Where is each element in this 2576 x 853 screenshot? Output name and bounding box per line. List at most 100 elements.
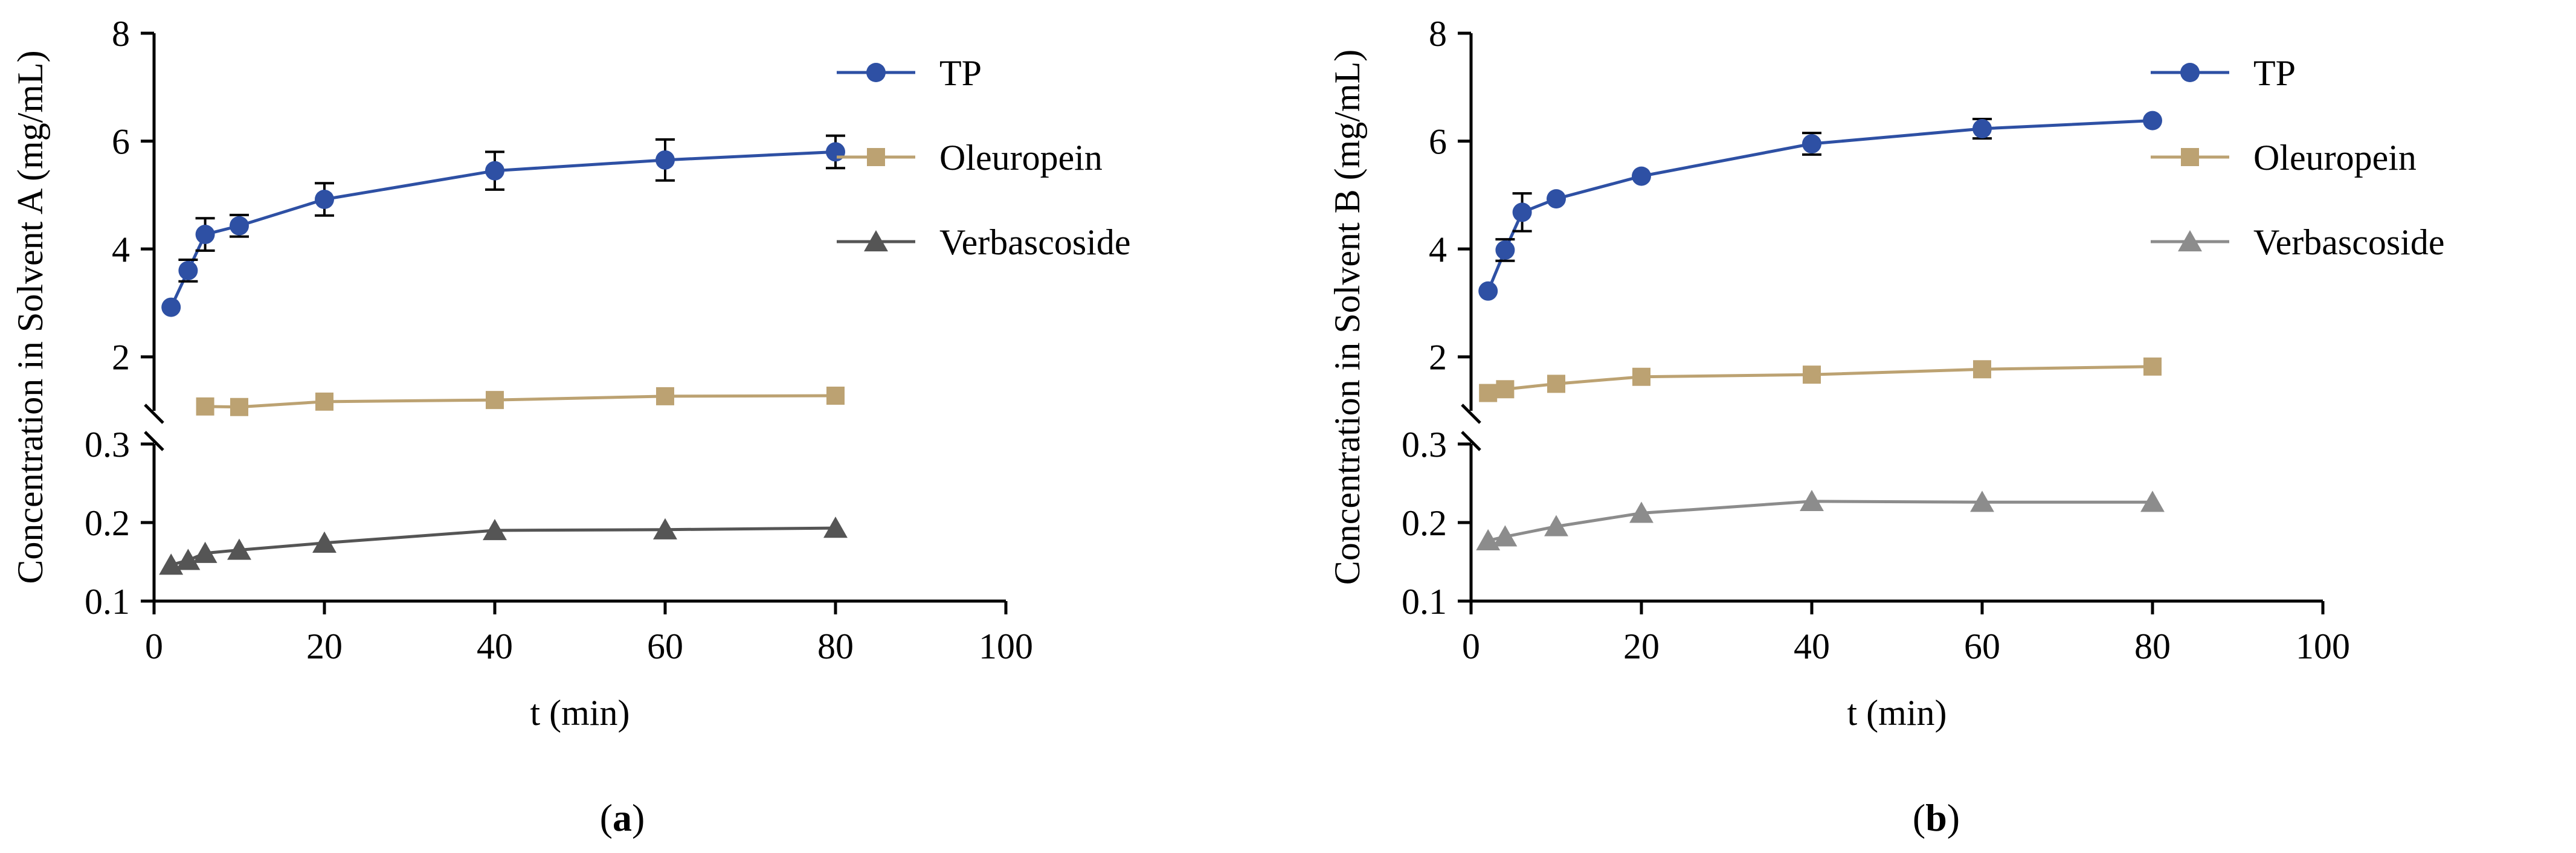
panel-b: 0 20 40 60 80 100 2 4 6 8 0.1 0.2 0.3 t (min) Concentr…	[1327, 14, 2445, 839]
data-point-oleuropein	[1803, 365, 1821, 384]
y-tick-upper-label: 6	[1429, 122, 1447, 162]
x-tick-label: 0	[1462, 626, 1480, 666]
y-tick-upper-label: 4	[1429, 230, 1447, 269]
x-tick-label: 0	[145, 626, 163, 666]
legend-label-oleuropein: Oleuropein	[2253, 138, 2417, 178]
y-tick-lower-label: 0.3	[85, 425, 130, 465]
axis-break-mark	[1461, 431, 1481, 451]
y-tick-upper-label: 6	[112, 122, 130, 162]
legend-label-oleuropein: Oleuropein	[939, 138, 1103, 178]
x-tick-label: 40	[1794, 626, 1830, 666]
y-tick-upper-label: 4	[112, 230, 130, 269]
x-tick-label: 80	[2134, 626, 2171, 666]
data-point-oleuropein	[1632, 367, 1650, 386]
data-point-tp	[1547, 189, 1566, 209]
data-point-verbascoside	[823, 517, 848, 538]
axis-break-mark	[144, 431, 164, 451]
panel-label-close-paren: )	[1947, 796, 1960, 839]
legend-marker-oleuropein	[867, 148, 885, 166]
data-point-tp	[195, 225, 215, 245]
y-tick-lower-label: 0.1	[1402, 582, 1447, 622]
data-point-verbascoside	[193, 541, 217, 563]
data-point-verbascoside	[2140, 491, 2165, 512]
panel-label: (b)	[1913, 796, 1960, 839]
y-tick-upper-label: 2	[112, 338, 130, 378]
series-line-verbascoside	[170, 526, 836, 567]
data-point-verbascoside	[1970, 491, 1994, 512]
panel-a: 0 20 40 60 80 100 2 4 6 8 0.1 0.2 0.3 t (min) Concentr…	[10, 14, 1131, 839]
data-point-tp	[485, 161, 504, 181]
legend-label-verbascoside: Verbascoside	[939, 222, 1131, 262]
data-point-verbascoside	[1544, 515, 1568, 536]
x-axis-title: t (min)	[1847, 693, 1947, 733]
data-point-oleuropein	[1479, 384, 1498, 402]
axis-break-mark	[1461, 404, 1481, 424]
data-point-tp	[1632, 166, 1651, 186]
y-axis-title: Concentration in Solvent A (mg/mL)	[10, 50, 50, 584]
data-point-oleuropein	[486, 391, 504, 410]
x-tick-label: 100	[979, 626, 1033, 666]
x-tick-label: 20	[1623, 626, 1660, 666]
data-point-tp	[178, 260, 198, 280]
legend-marker-oleuropein	[2181, 148, 2199, 166]
legend-marker-verbascoside	[864, 230, 888, 252]
data-point-oleuropein	[230, 398, 248, 416]
legend-label-tp: TP	[2253, 53, 2296, 93]
data-point-tp	[2143, 111, 2162, 130]
data-point-tp	[1972, 119, 1992, 139]
panel-label-letter: a	[613, 796, 632, 839]
x-tick-label: 40	[477, 626, 513, 666]
y-tick-upper-label: 8	[1429, 14, 1447, 54]
data-point-tp	[655, 150, 675, 170]
axis-break-mark	[144, 404, 164, 424]
panel-label-open-paren: (	[600, 796, 613, 839]
legend-label-tp: TP	[939, 53, 982, 93]
data-point-verbascoside	[312, 531, 336, 553]
panel-label-close-paren: )	[632, 796, 645, 839]
y-tick-lower-label: 0.2	[1402, 503, 1447, 543]
x-tick-label: 100	[2296, 626, 2350, 666]
x-tick-label: 20	[306, 626, 343, 666]
y-tick-lower-label: 0.3	[1402, 425, 1447, 465]
y-tick-lower-label: 0.1	[85, 582, 130, 622]
data-point-tp	[1478, 281, 1498, 301]
data-point-oleuropein	[1973, 360, 1991, 379]
data-point-tp	[230, 216, 249, 236]
data-point-verbascoside	[1629, 501, 1653, 523]
data-point-oleuropein	[1547, 375, 1565, 393]
x-tick-label: 60	[647, 626, 683, 666]
panel-label-letter: b	[1925, 796, 1947, 839]
data-point-verbascoside	[1493, 525, 1518, 547]
y-axis-title: Concentration in Solvent B (mg/mL)	[1327, 50, 1367, 585]
x-tick-label: 60	[1964, 626, 2000, 666]
data-point-verbascoside	[1800, 489, 1824, 512]
data-point-verbascoside	[227, 538, 251, 560]
data-point-oleuropein	[826, 387, 845, 405]
data-point-tp	[1512, 202, 1532, 222]
y-tick-lower-label: 0.2	[85, 503, 130, 543]
legend-marker-tp	[866, 63, 886, 82]
series-line-oleuropein	[205, 394, 836, 409]
legend-marker-verbascoside	[2178, 230, 2202, 252]
data-point-oleuropein	[1496, 380, 1515, 399]
panel-label-open-paren: (	[1913, 796, 1925, 839]
data-point-oleuropein	[196, 397, 214, 416]
data-point-oleuropein	[2143, 357, 2162, 376]
y-tick-upper-label: 2	[1429, 338, 1447, 378]
legend-label-verbascoside: Verbascoside	[2253, 222, 2445, 262]
data-point-verbascoside	[653, 518, 677, 539]
data-point-tp	[826, 142, 845, 162]
y-tick-upper-label: 8	[112, 14, 130, 54]
x-tick-label: 80	[817, 626, 854, 666]
data-point-tp	[1495, 240, 1515, 260]
data-point-tp	[1802, 134, 1821, 154]
data-point-verbascoside	[176, 549, 201, 570]
data-point-oleuropein	[315, 392, 333, 411]
x-axis-title: t (min)	[530, 693, 630, 733]
panel-label: (a)	[600, 796, 645, 839]
data-point-tp	[315, 190, 334, 209]
data-point-tp	[161, 297, 181, 317]
data-point-verbascoside	[483, 519, 507, 541]
legend-marker-tp	[2180, 63, 2200, 82]
